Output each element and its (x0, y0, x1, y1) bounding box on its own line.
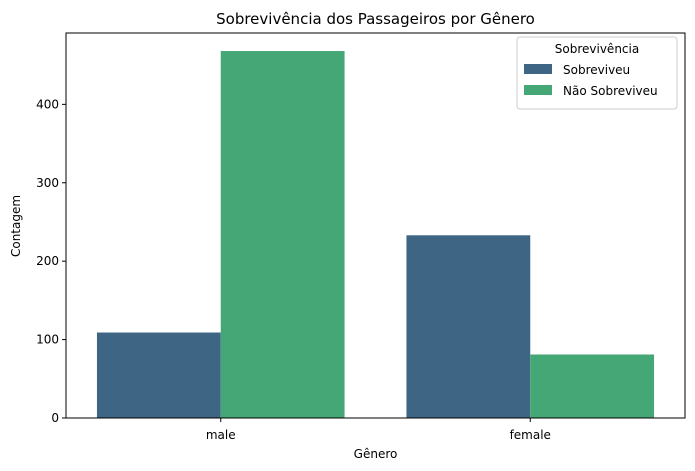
y-tick-label: 200 (36, 254, 59, 268)
legend: Sobrevivência Sobreviveu Não Sobreviveu (516, 36, 678, 110)
y-axis-label: Contagem (9, 195, 23, 257)
bar-male-sobreviveu (96, 332, 221, 418)
bar-female-n-o-sobreviveu (530, 354, 655, 418)
legend-swatch (524, 85, 552, 95)
chart-title: Sobrevivência dos Passageiros por Gênero (216, 10, 535, 28)
x-axis-label: Gênero (354, 447, 398, 461)
y-tick-label: 0 (51, 411, 59, 425)
y-tick-label: 400 (36, 97, 59, 111)
legend-entry-label: Sobreviveu (563, 63, 630, 77)
x-tick-label: female (510, 428, 551, 442)
bar-female-sobreviveu (406, 235, 531, 418)
plot-frame (65, 32, 686, 419)
legend-items: Sobreviveu Não Sobreviveu (524, 63, 658, 98)
y-tick-label: 100 (36, 333, 59, 347)
x-tick-label: male (206, 428, 236, 442)
legend-box (516, 36, 678, 110)
legend-entry-label: Não Sobreviveu (563, 84, 658, 98)
bar-male-n-o-sobreviveu (220, 51, 345, 418)
plot-area: male female 0 100 200 300 400 (36, 32, 686, 442)
legend-title: Sobrevivência (555, 42, 639, 56)
y-tick-label: 300 (36, 176, 59, 190)
legend-swatch (524, 64, 552, 74)
